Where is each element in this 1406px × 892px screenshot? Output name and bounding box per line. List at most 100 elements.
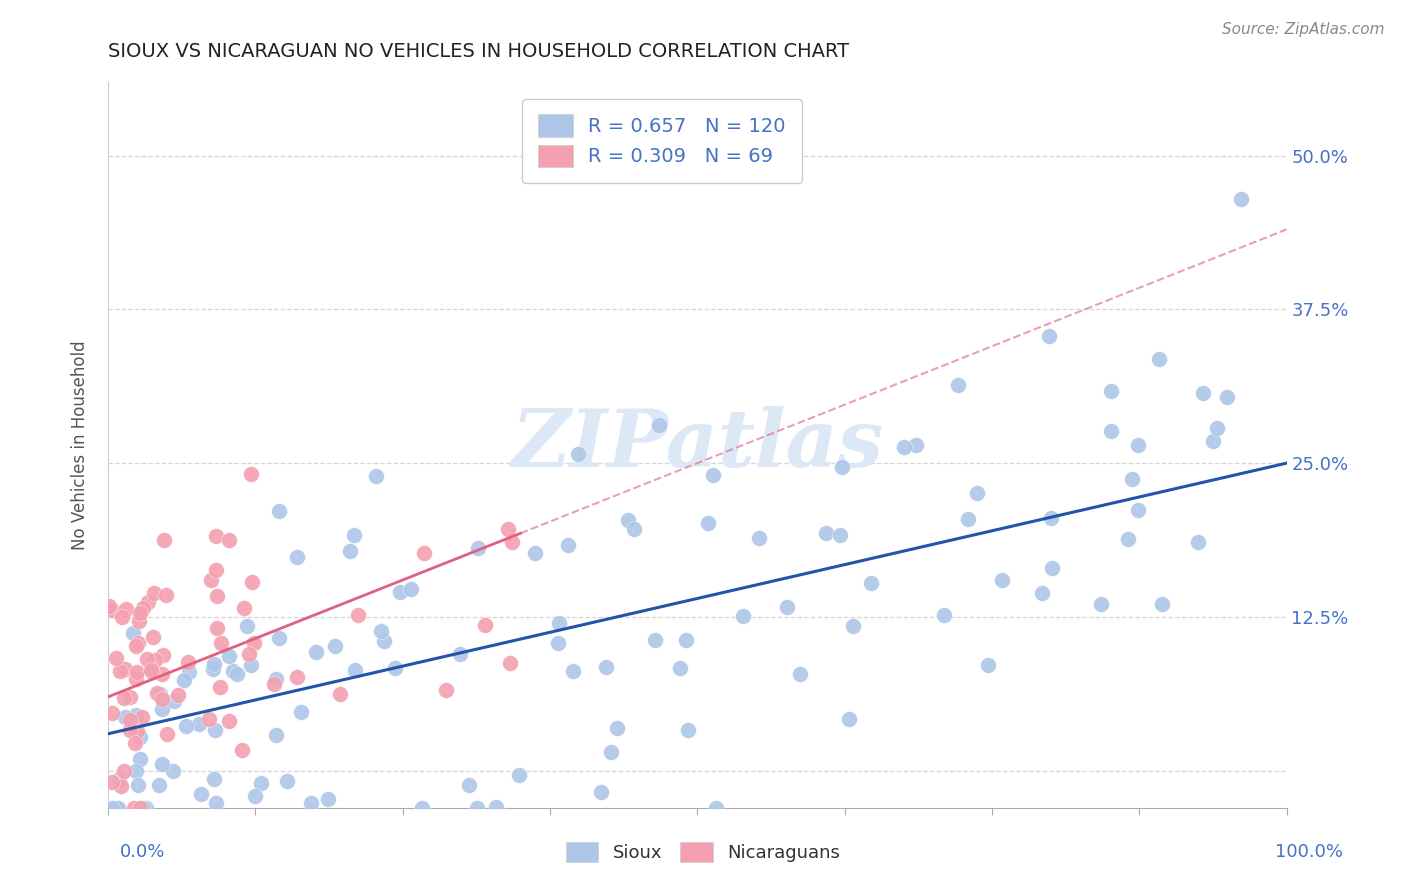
Point xyxy=(173,673,195,687)
Point xyxy=(197,712,219,726)
Point xyxy=(222,664,245,678)
Legend: R = 0.657   N = 120, R = 0.309   N = 69: R = 0.657 N = 120, R = 0.309 N = 69 xyxy=(523,99,801,183)
Point xyxy=(547,635,569,649)
Point xyxy=(226,667,249,681)
Point xyxy=(485,799,508,814)
Point xyxy=(110,609,132,624)
Point xyxy=(129,752,152,766)
Point xyxy=(956,512,979,526)
Point xyxy=(474,618,496,632)
Point xyxy=(465,800,488,814)
Point xyxy=(339,543,361,558)
Point xyxy=(567,447,589,461)
Point xyxy=(457,778,479,792)
Point xyxy=(250,776,273,790)
Point xyxy=(831,460,853,475)
Point xyxy=(239,467,262,481)
Point xyxy=(644,633,666,648)
Point xyxy=(1031,586,1053,600)
Point xyxy=(163,694,186,708)
Point xyxy=(233,600,256,615)
Point xyxy=(202,772,225,786)
Point xyxy=(1126,503,1149,517)
Point xyxy=(156,727,179,741)
Point xyxy=(413,546,436,560)
Point xyxy=(1040,561,1063,575)
Point xyxy=(748,531,770,545)
Point xyxy=(118,690,141,704)
Point xyxy=(276,774,298,789)
Point xyxy=(789,666,811,681)
Point xyxy=(129,800,152,814)
Point xyxy=(127,665,149,680)
Point xyxy=(100,800,122,814)
Point xyxy=(114,662,136,676)
Point xyxy=(702,468,724,483)
Point xyxy=(904,438,927,452)
Point xyxy=(110,779,132,793)
Point xyxy=(1121,472,1143,486)
Point xyxy=(200,573,222,587)
Point xyxy=(153,533,176,548)
Text: 0.0%: 0.0% xyxy=(120,843,165,861)
Text: ZIPatlas: ZIPatlas xyxy=(512,406,883,483)
Point xyxy=(366,469,388,483)
Point xyxy=(991,573,1014,587)
Point xyxy=(467,541,489,556)
Point xyxy=(966,485,988,500)
Point xyxy=(132,800,155,814)
Point xyxy=(98,599,121,613)
Point xyxy=(547,615,569,630)
Text: SIOUX VS NICARAGUAN NO VEHICLES IN HOUSEHOLD CORRELATION CHART: SIOUX VS NICARAGUAN NO VEHICLES IN HOUSE… xyxy=(108,42,849,61)
Point xyxy=(343,527,366,541)
Point xyxy=(112,764,135,778)
Point xyxy=(112,690,135,705)
Point xyxy=(264,728,287,742)
Point xyxy=(136,595,159,609)
Point xyxy=(127,636,149,650)
Point xyxy=(218,714,240,729)
Point xyxy=(1187,534,1209,549)
Point xyxy=(136,652,159,666)
Point xyxy=(150,702,173,716)
Point xyxy=(239,657,262,672)
Point xyxy=(108,664,131,678)
Point xyxy=(101,775,124,789)
Point xyxy=(1215,390,1237,404)
Point xyxy=(399,582,422,596)
Point xyxy=(977,658,1000,673)
Point xyxy=(346,607,368,622)
Text: Source: ZipAtlas.com: Source: ZipAtlas.com xyxy=(1222,22,1385,37)
Point xyxy=(209,636,232,650)
Point xyxy=(127,779,149,793)
Point xyxy=(174,718,197,732)
Point xyxy=(107,800,129,814)
Point xyxy=(125,672,148,686)
Point xyxy=(496,522,519,536)
Point xyxy=(731,609,754,624)
Point xyxy=(1128,438,1150,452)
Point xyxy=(150,757,173,772)
Point xyxy=(124,764,146,779)
Point xyxy=(205,796,228,810)
Point xyxy=(323,639,346,653)
Point xyxy=(143,653,166,667)
Point xyxy=(152,648,174,662)
Point xyxy=(501,535,523,549)
Point xyxy=(148,778,170,792)
Point xyxy=(128,606,150,620)
Point xyxy=(290,705,312,719)
Point xyxy=(131,710,153,724)
Point xyxy=(118,723,141,737)
Point xyxy=(122,800,145,814)
Point xyxy=(243,636,266,650)
Point xyxy=(209,680,232,694)
Point xyxy=(108,772,131,786)
Point xyxy=(115,601,138,615)
Point xyxy=(305,645,328,659)
Point xyxy=(142,630,165,644)
Point xyxy=(1099,424,1122,438)
Point xyxy=(129,731,152,745)
Point xyxy=(1230,192,1253,206)
Point xyxy=(243,789,266,803)
